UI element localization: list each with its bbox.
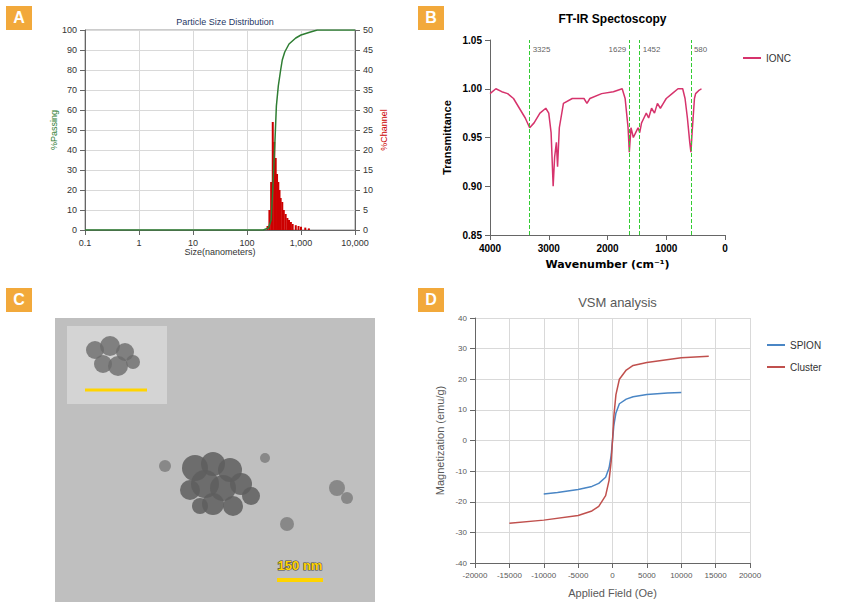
svg-text:20: 20 bbox=[458, 375, 467, 384]
svg-text:15: 15 bbox=[363, 165, 373, 175]
svg-text:%Passing: %Passing bbox=[49, 110, 59, 150]
svg-text:40: 40 bbox=[458, 314, 467, 323]
svg-text:2000: 2000 bbox=[596, 243, 619, 254]
svg-text:0.95: 0.95 bbox=[463, 132, 483, 143]
svg-text:VSM analysis: VSM analysis bbox=[578, 295, 657, 310]
svg-text:FT-IR Spectoscopy: FT-IR Spectoscopy bbox=[558, 12, 666, 26]
svg-text:-40: -40 bbox=[455, 559, 467, 568]
svg-text:10000: 10000 bbox=[670, 571, 693, 580]
svg-text:10,000: 10,000 bbox=[341, 238, 369, 248]
svg-text:Applied Field (Oe): Applied Field (Oe) bbox=[568, 587, 657, 599]
svg-text:70: 70 bbox=[67, 85, 77, 95]
svg-text:50: 50 bbox=[67, 125, 77, 135]
svg-text:1,000: 1,000 bbox=[290, 238, 313, 248]
svg-text:IONC: IONC bbox=[766, 53, 791, 64]
svg-text:25: 25 bbox=[363, 125, 373, 135]
svg-text:100: 100 bbox=[239, 238, 254, 248]
svg-text:60: 60 bbox=[67, 105, 77, 115]
svg-text:Cluster: Cluster bbox=[790, 362, 822, 373]
svg-text:90: 90 bbox=[67, 45, 77, 55]
svg-text:0: 0 bbox=[610, 571, 615, 580]
html-text:A: A bbox=[13, 9, 25, 26]
svg-text:20: 20 bbox=[67, 185, 77, 195]
svg-text:10: 10 bbox=[188, 238, 198, 248]
svg-text:1000: 1000 bbox=[655, 243, 678, 254]
svg-text:10: 10 bbox=[363, 185, 373, 195]
svg-text:0.1: 0.1 bbox=[79, 238, 92, 248]
svg-text:%Channel: %Channel bbox=[379, 109, 389, 151]
svg-text:Particle Size Distribution: Particle Size Distribution bbox=[176, 17, 274, 27]
svg-text:10: 10 bbox=[67, 205, 77, 215]
svg-text:40: 40 bbox=[363, 65, 373, 75]
svg-text:-20000: -20000 bbox=[463, 571, 488, 580]
svg-text:-15000: -15000 bbox=[497, 571, 522, 580]
svg-text:-5000: -5000 bbox=[568, 571, 589, 580]
html-text:B: B bbox=[425, 9, 437, 26]
svg-text:4000: 4000 bbox=[479, 243, 502, 254]
svg-text:Magnetization (emu/g): Magnetization (emu/g) bbox=[434, 386, 446, 495]
svg-text:0: 0 bbox=[722, 243, 728, 254]
svg-text:100: 100 bbox=[62, 25, 77, 35]
svg-text:-30: -30 bbox=[455, 528, 467, 537]
svg-text:0: 0 bbox=[463, 436, 468, 445]
svg-text:30: 30 bbox=[458, 344, 467, 353]
svg-text:45: 45 bbox=[363, 45, 373, 55]
svg-text:Wavenumber (cm⁻¹): Wavenumber (cm⁻¹) bbox=[545, 258, 669, 271]
svg-text:15000: 15000 bbox=[705, 571, 728, 580]
svg-text:150 nm: 150 nm bbox=[278, 558, 323, 573]
svg-text:5000: 5000 bbox=[638, 571, 656, 580]
svg-text:580: 580 bbox=[694, 45, 708, 54]
svg-text:1.05: 1.05 bbox=[463, 35, 483, 46]
svg-text:SPION: SPION bbox=[790, 340, 821, 351]
svg-text:30: 30 bbox=[363, 105, 373, 115]
svg-text:0: 0 bbox=[72, 225, 77, 235]
svg-text:10: 10 bbox=[458, 405, 467, 414]
svg-text:80: 80 bbox=[67, 65, 77, 75]
svg-text:35: 35 bbox=[363, 85, 373, 95]
svg-text:1.00: 1.00 bbox=[463, 83, 483, 94]
svg-text:20: 20 bbox=[363, 145, 373, 155]
svg-text:1629: 1629 bbox=[608, 45, 626, 54]
svg-text:-10: -10 bbox=[455, 467, 467, 476]
html-text:D: D bbox=[425, 291, 437, 308]
svg-text:-20: -20 bbox=[455, 497, 467, 506]
svg-text:-10000: -10000 bbox=[531, 571, 556, 580]
svg-text:50: 50 bbox=[363, 25, 373, 35]
svg-text:3325: 3325 bbox=[533, 45, 551, 54]
svg-text:0: 0 bbox=[363, 225, 368, 235]
svg-text:0.85: 0.85 bbox=[463, 230, 483, 241]
svg-text:Transmittance: Transmittance bbox=[441, 100, 453, 175]
svg-text:0.90: 0.90 bbox=[463, 181, 483, 192]
svg-text:3000: 3000 bbox=[538, 243, 561, 254]
svg-text:Size(nanometers): Size(nanometers) bbox=[184, 247, 255, 257]
html-text:C: C bbox=[13, 291, 25, 308]
svg-text:1452: 1452 bbox=[643, 45, 661, 54]
svg-text:5: 5 bbox=[363, 205, 368, 215]
svg-text:30: 30 bbox=[67, 165, 77, 175]
svg-text:20000: 20000 bbox=[739, 571, 762, 580]
svg-text:1: 1 bbox=[136, 238, 141, 248]
svg-text:40: 40 bbox=[67, 145, 77, 155]
